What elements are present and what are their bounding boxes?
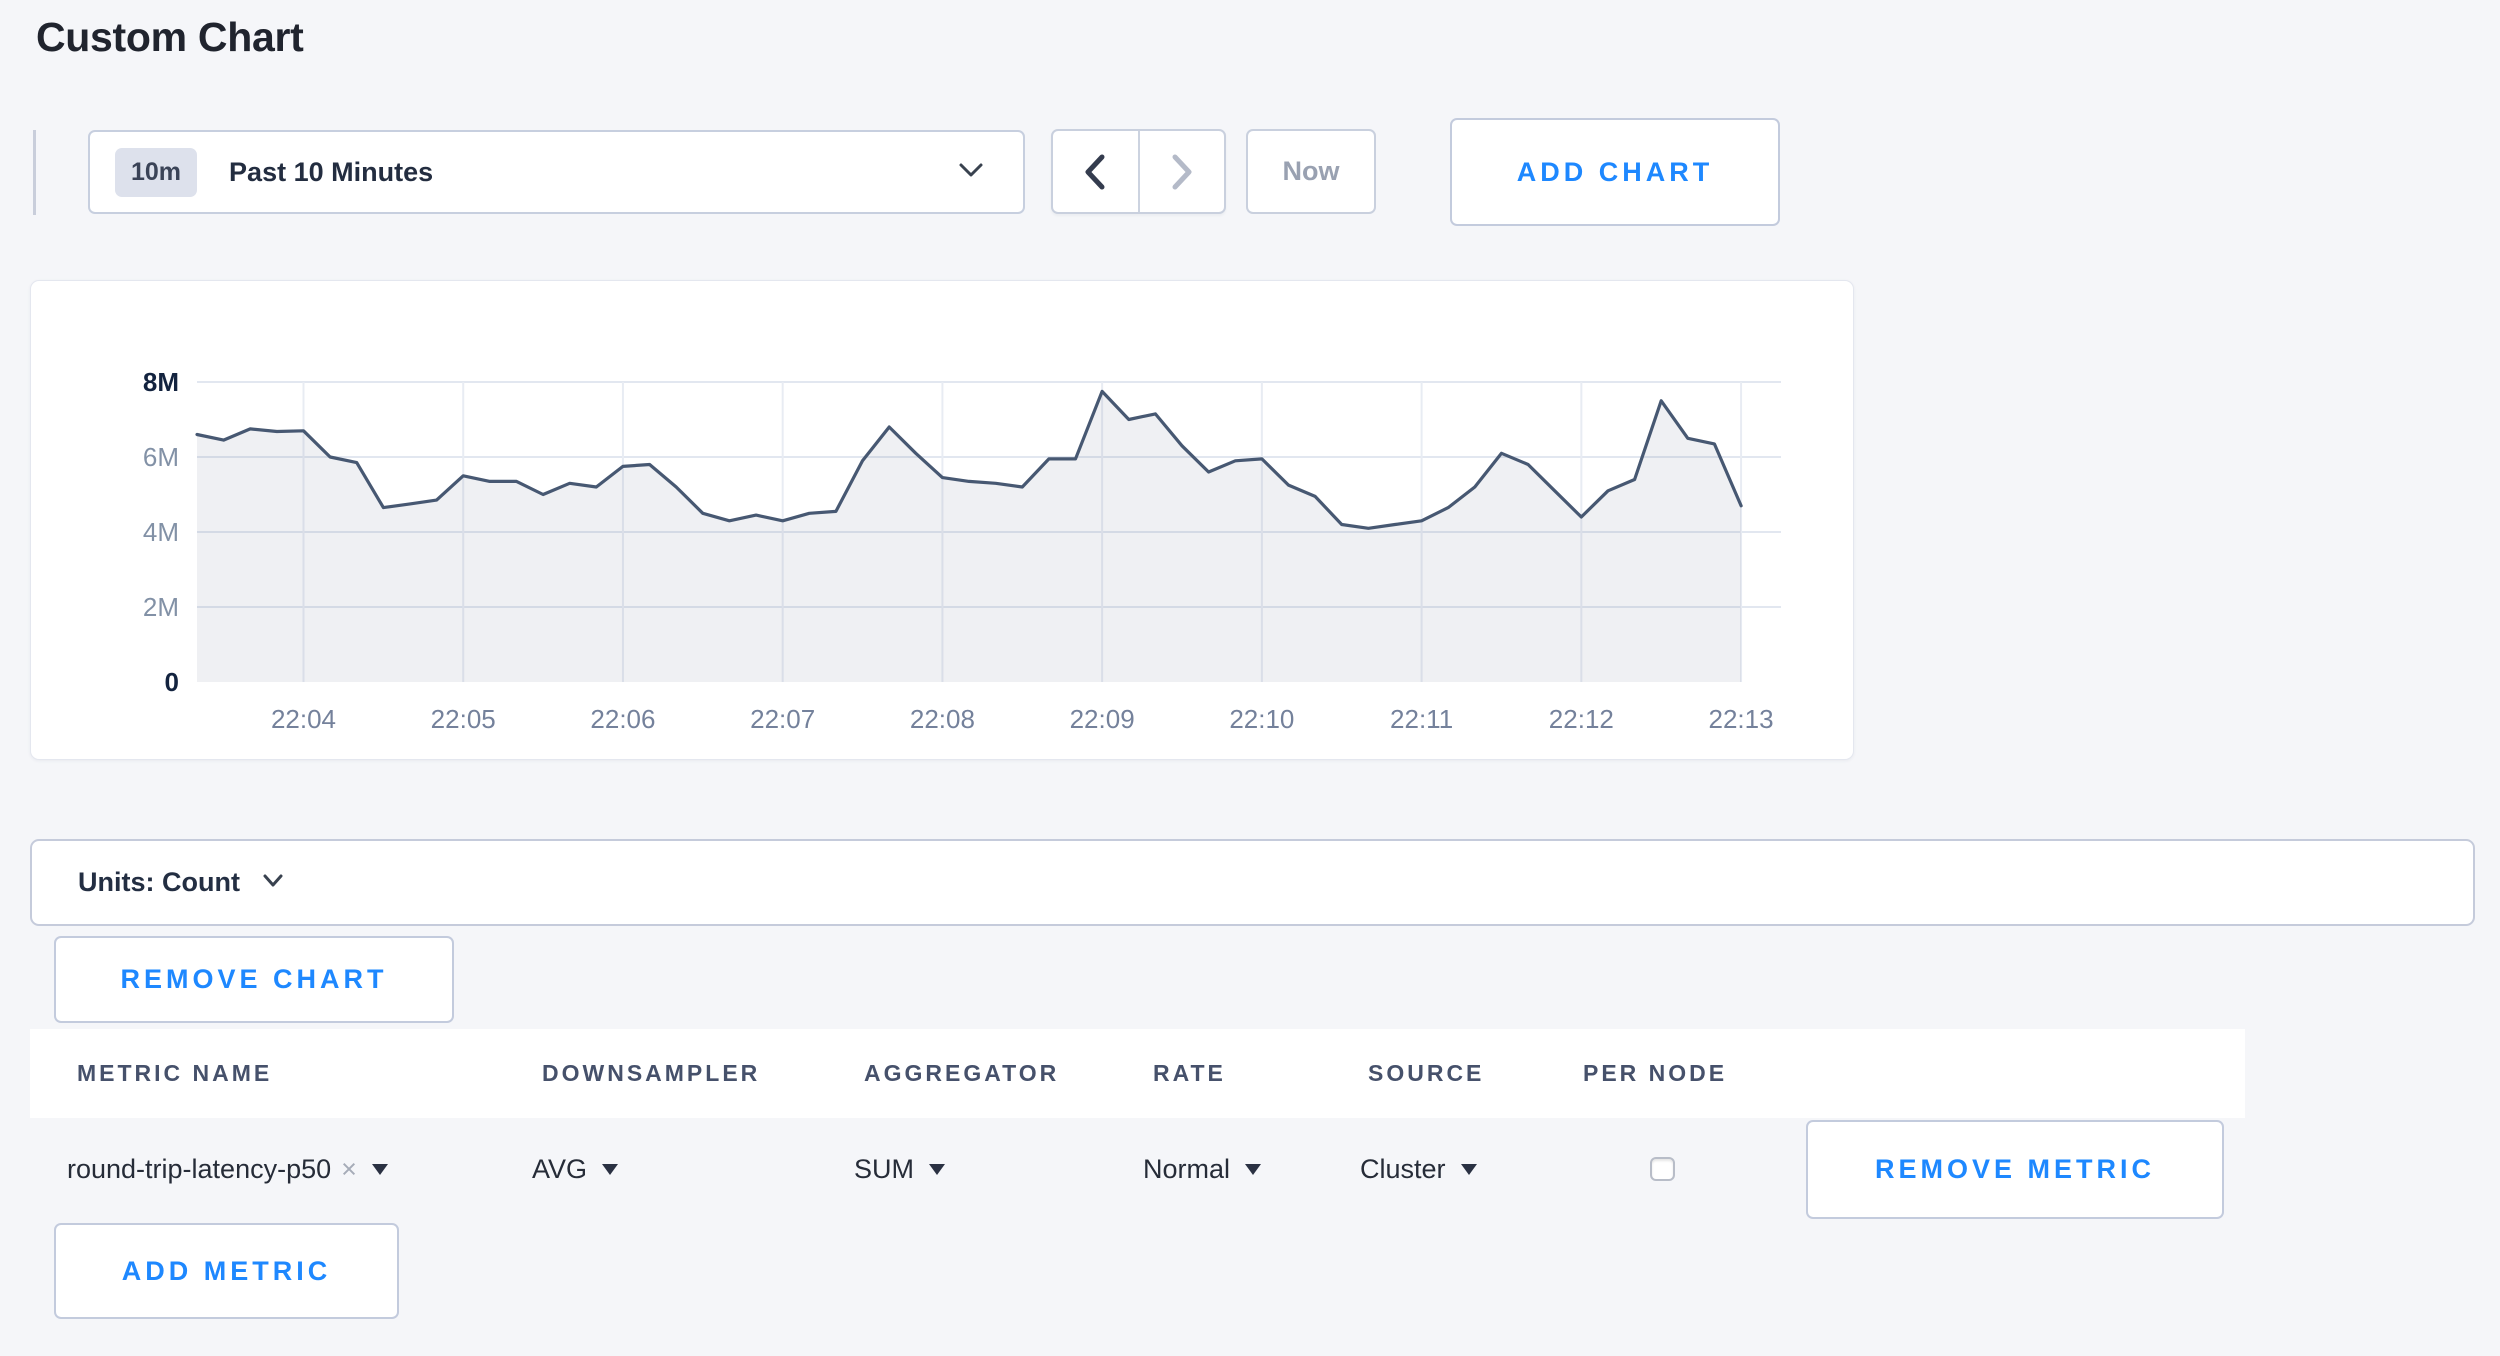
chevron-right-icon bbox=[1172, 154, 1192, 189]
y-axis-tick-label: 0 bbox=[165, 667, 179, 697]
rate-value: Normal bbox=[1143, 1153, 1231, 1184]
chevron-down-icon bbox=[957, 161, 985, 184]
units-label: Units: Count bbox=[78, 867, 240, 897]
metric-name-select[interactable]: round-trip-latency-p50 × bbox=[67, 1118, 388, 1220]
rate-select[interactable]: Normal bbox=[1143, 1118, 1262, 1220]
page-title: Custom Chart bbox=[36, 14, 304, 60]
x-axis-tick-label: 22:07 bbox=[750, 704, 815, 734]
add-chart-button[interactable]: ADD CHART bbox=[1450, 118, 1780, 226]
col-header-source: SOURCE bbox=[1368, 1060, 1485, 1086]
metrics-table-header: METRIC NAME DOWNSAMPLER AGGREGATOR RATE … bbox=[30, 1029, 2245, 1118]
add-chart-label: ADD CHART bbox=[1516, 156, 1714, 187]
caret-down-icon bbox=[371, 1163, 388, 1175]
per-node-checkbox[interactable] bbox=[1650, 1157, 1675, 1181]
col-header-downsampler: DOWNSAMPLER bbox=[542, 1060, 761, 1086]
caret-down-icon bbox=[1245, 1163, 1262, 1175]
remove-tag-icon[interactable]: × bbox=[341, 1153, 357, 1184]
remove-metric-button[interactable]: REMOVE METRIC bbox=[1806, 1120, 2224, 1219]
y-axis-tick-label: 4M bbox=[143, 517, 179, 547]
time-nav-group bbox=[1051, 129, 1226, 214]
remove-chart-label: REMOVE CHART bbox=[120, 964, 388, 994]
units-bar: Units: Count bbox=[30, 839, 2475, 926]
chevron-down-icon bbox=[262, 873, 284, 893]
y-axis-tick-label: 8M bbox=[143, 367, 179, 397]
now-button[interactable]: Now bbox=[1246, 129, 1376, 214]
col-header-per-node: PER NODE bbox=[1583, 1060, 1728, 1086]
toolbar-left-rule bbox=[33, 130, 36, 215]
downsampler-value: AVG bbox=[532, 1153, 588, 1184]
aggregator-select[interactable]: SUM bbox=[854, 1118, 945, 1220]
y-axis-tick-label: 6M bbox=[143, 442, 179, 472]
x-axis-tick-label: 22:04 bbox=[271, 704, 336, 734]
time-forward-button[interactable] bbox=[1137, 131, 1225, 212]
remove-chart-button[interactable]: REMOVE CHART bbox=[54, 936, 454, 1023]
x-axis-tick-label: 22:11 bbox=[1390, 704, 1453, 734]
chart-card: 0 2M 4M 6M 8M 22:04 22:05 22:06 22:07 22:08 22:09 2… bbox=[30, 280, 1854, 760]
caret-down-icon bbox=[1460, 1163, 1477, 1175]
metric-name-value: round-trip-latency-p50 bbox=[67, 1153, 332, 1184]
col-header-metric-name: METRIC NAME bbox=[77, 1060, 273, 1086]
x-axis-tick-label: 22:13 bbox=[1709, 704, 1774, 734]
x-axis-tick-label: 22:12 bbox=[1549, 704, 1614, 734]
x-axis-tick-label: 22:06 bbox=[590, 704, 655, 734]
aggregator-value: SUM bbox=[854, 1153, 914, 1184]
y-axis-tick-label: 2M bbox=[143, 592, 179, 622]
time-window-label: Past 10 Minutes bbox=[229, 156, 434, 187]
units-toggle[interactable]: Units: Count bbox=[78, 867, 284, 898]
caret-down-icon bbox=[929, 1163, 945, 1175]
x-axis-tick-label: 22:10 bbox=[1229, 704, 1294, 734]
source-value: Cluster bbox=[1360, 1153, 1446, 1184]
downsampler-select[interactable]: AVG bbox=[532, 1118, 619, 1220]
col-header-aggregator: AGGREGATOR bbox=[864, 1060, 1060, 1086]
time-window-badge: 10m bbox=[115, 147, 198, 197]
time-window-selector[interactable]: 10m Past 10 Minutes bbox=[88, 130, 1025, 214]
x-axis-tick-label: 22:05 bbox=[431, 704, 496, 734]
source-select[interactable]: Cluster bbox=[1360, 1118, 1477, 1220]
caret-down-icon bbox=[602, 1163, 619, 1175]
x-axis-tick-label: 22:09 bbox=[1070, 704, 1135, 734]
col-header-rate: RATE bbox=[1153, 1060, 1226, 1086]
now-button-label: Now bbox=[1282, 156, 1340, 186]
remove-metric-label: REMOVE METRIC bbox=[1874, 1154, 2155, 1184]
metric-row: round-trip-latency-p50 × AVG SUM Normal … bbox=[30, 1118, 2245, 1220]
chevron-left-icon bbox=[1085, 154, 1105, 189]
add-metric-label: ADD METRIC bbox=[121, 1255, 332, 1286]
time-back-button[interactable] bbox=[1053, 131, 1138, 212]
add-metric-button[interactable]: ADD METRIC bbox=[54, 1223, 399, 1319]
x-axis-tick-label: 22:08 bbox=[910, 704, 975, 734]
per-node-cell bbox=[1650, 1118, 1675, 1220]
latency-area-chart: 0 2M 4M 6M 8M 22:04 22:05 22:06 22:07 22:08 22:09 2… bbox=[143, 367, 1781, 734]
